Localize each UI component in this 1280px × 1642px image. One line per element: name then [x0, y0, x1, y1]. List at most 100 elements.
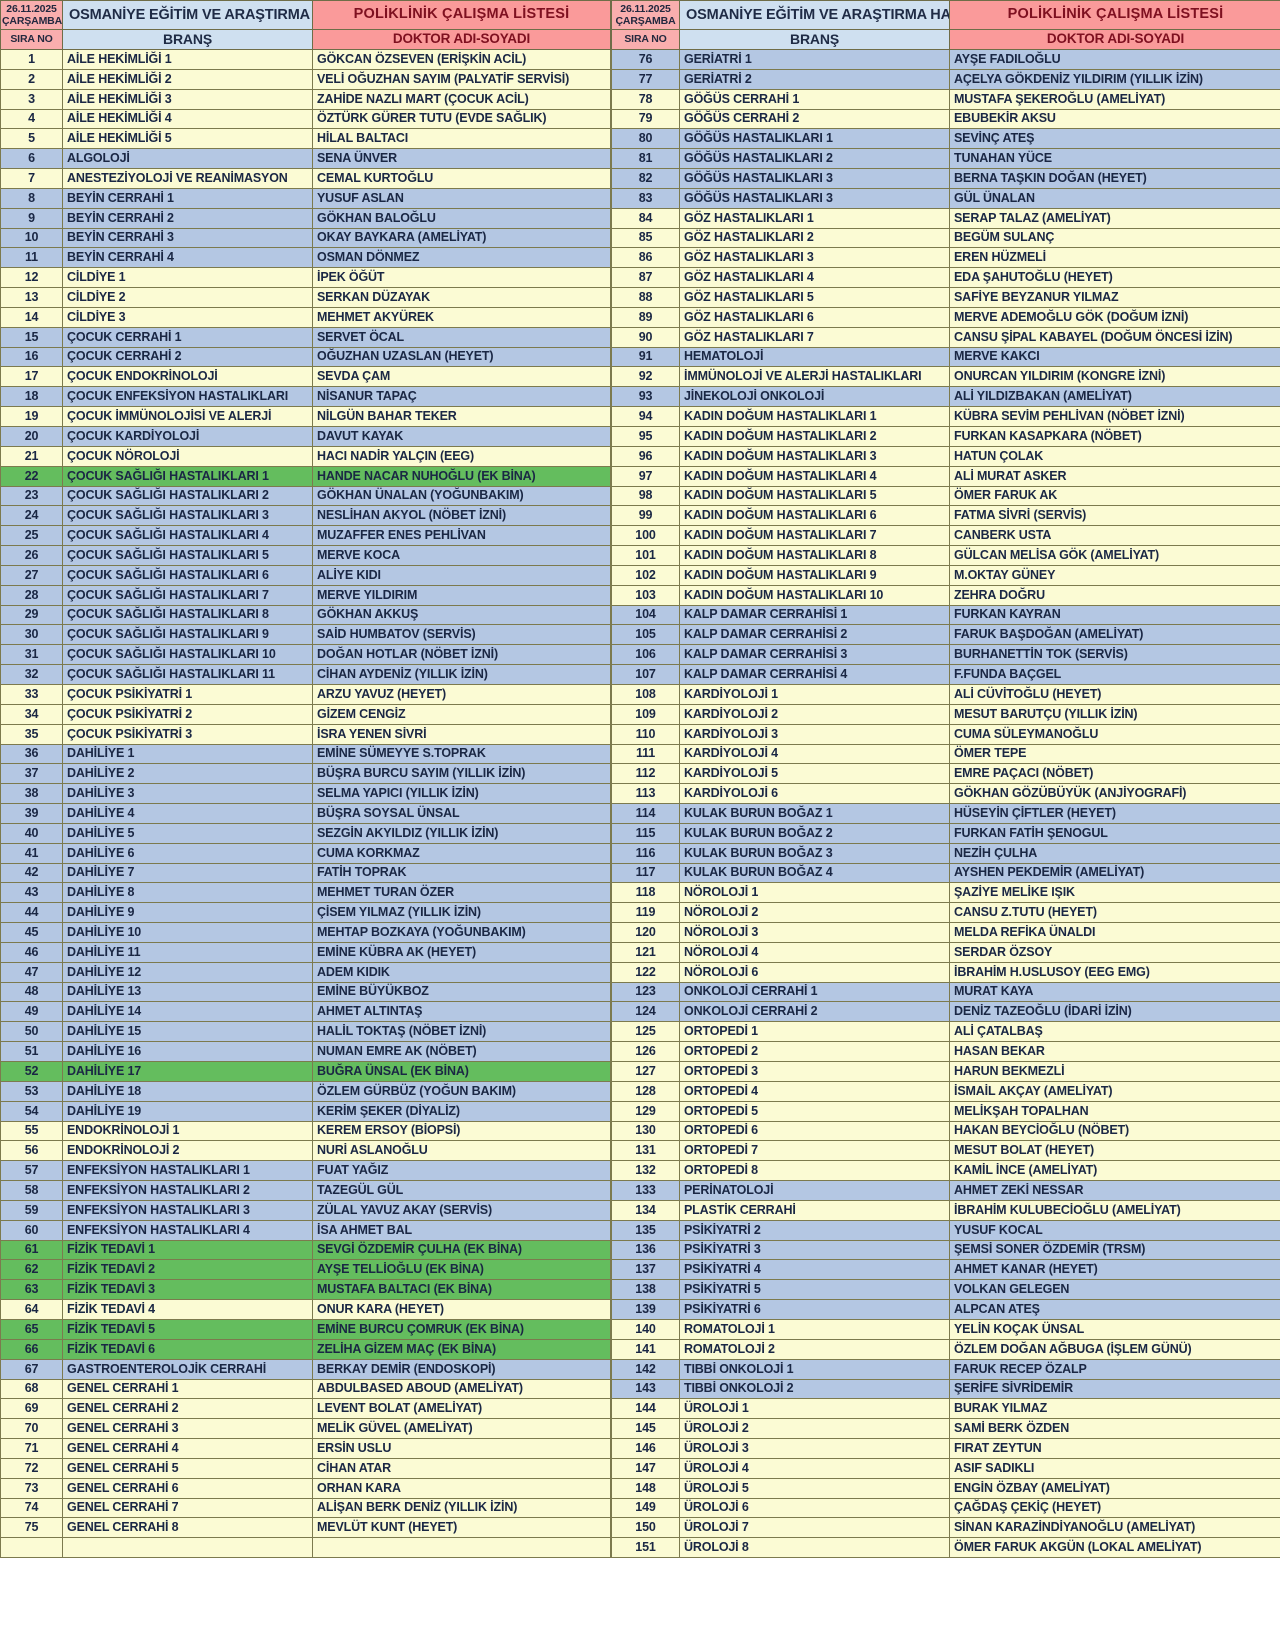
row-doktor: HALİL TOKTAŞ (NÖBET İZNİ)	[312, 1021, 611, 1043]
row-sira-no: 80	[611, 128, 680, 150]
table-row: 117 KULAK BURUN BOĞAZ 4 AYSHEN PEKDEMİR (A…	[611, 862, 1280, 884]
row-doktor: M.OKTAY GÜNEY	[949, 564, 1280, 586]
table-row: 112 KARDİYOLOJİ 5 EMRE PAÇACI (NÖBET)	[611, 763, 1280, 785]
row-brans: ÇOCUK İMMÜNOLOJİSİ VE ALERJİ	[62, 406, 313, 427]
table-row: 87 GÖZ HASTALIKLARI 4 EDA ŞAHUTOĞLU (HEYET…	[611, 267, 1280, 289]
row-brans: DAHİLİYE 8	[62, 882, 313, 904]
row-sira-no: 139	[611, 1299, 680, 1320]
table-row: 70 GENEL CERRAHİ 3 MELİK GÜVEL (AMELİYAT)	[0, 1418, 611, 1440]
table-row: 143 TIBBİ ONKOLOJİ 2 ŞERİFE SİVRİDEMİR	[611, 1378, 1280, 1400]
row-doktor: MEHTAP BOZKAYA (YOĞUNBAKIM)	[312, 922, 611, 943]
row-sira-no: 102	[611, 564, 680, 586]
row-brans: PSİKİYATRİ 5	[679, 1279, 950, 1301]
row-brans: PERİNATOLOJİ	[679, 1180, 950, 1201]
row-brans: ÜROLOJİ 4	[679, 1457, 950, 1479]
row-doktor: BURAK YILMAZ	[949, 1398, 1280, 1420]
row-brans: KADIN DOĞUM HASTALIKLARI 9	[679, 564, 950, 586]
row-sira-no: 71	[0, 1438, 63, 1459]
table-row: 49 DAHİLİYE 14 AHMET ALTINTAŞ	[0, 1001, 611, 1023]
table-row: 22 ÇOCUK SAĞLIĞI HASTALIKLARI 1 HANDE NACA…	[0, 465, 611, 487]
row-doktor: CANBERK USTA	[949, 525, 1280, 547]
row-sira-no: 49	[0, 1001, 63, 1023]
weekday-value-left: ÇARŞAMBA	[2, 15, 63, 28]
row-brans: PSİKİYATRİ 2	[679, 1219, 950, 1241]
row-brans: ÇOCUK ENFEKSİYON HASTALIKLARI	[62, 386, 313, 408]
row-doktor: BURHANETTİN TOK (SERVİS)	[949, 644, 1280, 666]
row-doktor: KÜBRA SEVİM PEHLİVAN (NÖBET İZNİ)	[949, 406, 1280, 427]
row-brans: FİZİK TEDAVİ 3	[62, 1279, 313, 1301]
row-sira-no: 77	[611, 68, 680, 90]
table-row: 71 GENEL CERRAHİ 4 ERSİN USLU	[0, 1438, 611, 1459]
row-brans: GENEL CERRAHİ 3	[62, 1418, 313, 1440]
row-doktor: EMRE PAÇACI (NÖBET)	[949, 763, 1280, 785]
table-row: 110 KARDİYOLOJİ 3 CUMA SÜLEYMANOĞLU	[611, 723, 1280, 745]
table-row: 51 DAHİLİYE 16 NUMAN EMRE AK (NÖBET)	[0, 1041, 611, 1062]
row-brans: DAHİLİYE 18	[62, 1080, 313, 1102]
row-doktor: EMİNE KÜBRA AK (HEYET)	[312, 941, 611, 963]
row-sira-no: 84	[611, 207, 680, 229]
row-brans: KARDİYOLOJİ 3	[679, 723, 950, 745]
row-brans: AİLE HEKİMLİĞİ 3	[62, 88, 313, 110]
row-sira-no: 78	[611, 88, 680, 110]
row-brans: İMMÜNOLOJİ VE ALERJİ HASTALIKLARI	[679, 366, 950, 388]
table-row: 123 ONKOLOJİ CERRAHİ 1 MURAT KAYA	[611, 981, 1280, 1003]
table-row: 64 FİZİK TEDAVİ 4 ONUR KARA (HEYET)	[0, 1299, 611, 1320]
row-doktor: HAKAN BEYCİOĞLU (NÖBET)	[949, 1120, 1280, 1142]
row-doktor: FURKAN KAYRAN	[949, 604, 1280, 626]
row-sira-no: 93	[611, 386, 680, 408]
row-sira-no: 28	[0, 584, 63, 606]
row-doktor: OSMAN DÖNMEZ	[312, 247, 611, 269]
row-brans: PLASTİK CERRAHİ	[679, 1199, 950, 1221]
row-sira-no: 132	[611, 1160, 680, 1182]
row-sira-no: 6	[0, 148, 63, 170]
row-brans: PSİKİYATRİ 6	[679, 1299, 950, 1320]
row-sira-no: 136	[611, 1239, 680, 1261]
row-sira-no: 137	[611, 1259, 680, 1281]
table-row: 32 ÇOCUK SAĞLIĞI HASTALIKLARI 11 CİHAN AYD…	[0, 664, 611, 685]
row-brans: ÜROLOJİ 2	[679, 1418, 950, 1440]
row-brans: KARDİYOLOJİ 4	[679, 743, 950, 765]
table-row: 40 DAHİLİYE 5 SEZGİN AKYILDIZ (YILLIK İZİN…	[0, 822, 611, 844]
row-sira-no: 129	[611, 1100, 680, 1122]
row-sira-no: 73	[0, 1477, 63, 1499]
table-row: 97 KADIN DOĞUM HASTALIKLARI 4 ALİ MURAT AS…	[611, 465, 1280, 487]
table-row: 18 ÇOCUK ENFEKSİYON HASTALIKLARI NİSANUR T…	[0, 386, 611, 408]
header-row-columns-left: SIRA NO BRANŞ DOKTOR ADI-SOYADI	[0, 29, 611, 50]
row-doktor: FURKAN KASAPKARA (NÖBET)	[949, 426, 1280, 447]
row-sira-no: 4	[0, 108, 63, 130]
row-doktor: ÖMER FARUK AK	[949, 485, 1280, 507]
row-doktor: AHMET KANAR (HEYET)	[949, 1259, 1280, 1281]
row-doktor: EMİNE BURCU ÇOMRUK (EK BİNA)	[312, 1318, 611, 1340]
header-row-columns-right: SIRA NO BRANŞ DOKTOR ADI-SOYADI	[611, 29, 1280, 50]
table-row: 138 PSİKİYATRİ 5 VOLKAN GELEGEN	[611, 1279, 1280, 1301]
row-brans: GÖZ HASTALIKLARI 1	[679, 207, 950, 229]
row-brans: ÜROLOJİ 5	[679, 1477, 950, 1499]
row-brans: ÇOCUK SAĞLIĞI HASTALIKLARI 9	[62, 624, 313, 646]
table-row: 115 KULAK BURUN BOĞAZ 2 FURKAN FATİH ŞENOG…	[611, 822, 1280, 844]
table-row: 135 PSİKİYATRİ 2 YUSUF KOCAL	[611, 1219, 1280, 1241]
row-sira-no: 113	[611, 783, 680, 805]
row-doktor: MERVE KAKCI	[949, 346, 1280, 368]
row-sira-no: 95	[611, 426, 680, 447]
row-sira-no: 104	[611, 604, 680, 626]
row-brans: ÜROLOJİ 8	[679, 1537, 950, 1559]
table-row: 3 AİLE HEKİMLİĞİ 3 ZAHİDE NAZLI MART (ÇOCU…	[0, 88, 611, 110]
row-brans: ONKOLOJİ CERRAHİ 1	[679, 981, 950, 1003]
row-brans: ÇOCUK SAĞLIĞI HASTALIKLARI 3	[62, 505, 313, 527]
table-row: 141 ROMATOLOJİ 2 ÖZLEM DOĞAN AĞBUGA (İŞLEM…	[611, 1338, 1280, 1360]
row-sira-no: 87	[611, 267, 680, 289]
row-brans: AİLE HEKİMLİĞİ 4	[62, 108, 313, 130]
row-doktor: CİHAN ATAR	[312, 1457, 611, 1479]
row-sira-no: 91	[611, 346, 680, 368]
row-doktor: HİLAL BALTACI	[312, 128, 611, 150]
table-row: 1 AİLE HEKİMLİĞİ 1 GÖKCAN ÖZSEVEN (ERİŞKİN…	[0, 48, 611, 70]
row-brans: BEYİN CERRAHİ 4	[62, 247, 313, 269]
row-sira-no: 83	[611, 187, 680, 209]
row-brans: AİLE HEKİMLİĞİ 2	[62, 68, 313, 90]
row-sira-no: 23	[0, 485, 63, 507]
row-doktor: HASAN BEKAR	[949, 1041, 1280, 1062]
row-sira-no: 145	[611, 1418, 680, 1440]
table-row: 74 GENEL CERRAHİ 7 ALİŞAN BERK DENİZ (YILL…	[0, 1497, 611, 1519]
row-doktor: YUSUF KOCAL	[949, 1219, 1280, 1241]
table-row: 62 FİZİK TEDAVİ 2 AYŞE TELLİOĞLU (EK BİNA)	[0, 1259, 611, 1281]
